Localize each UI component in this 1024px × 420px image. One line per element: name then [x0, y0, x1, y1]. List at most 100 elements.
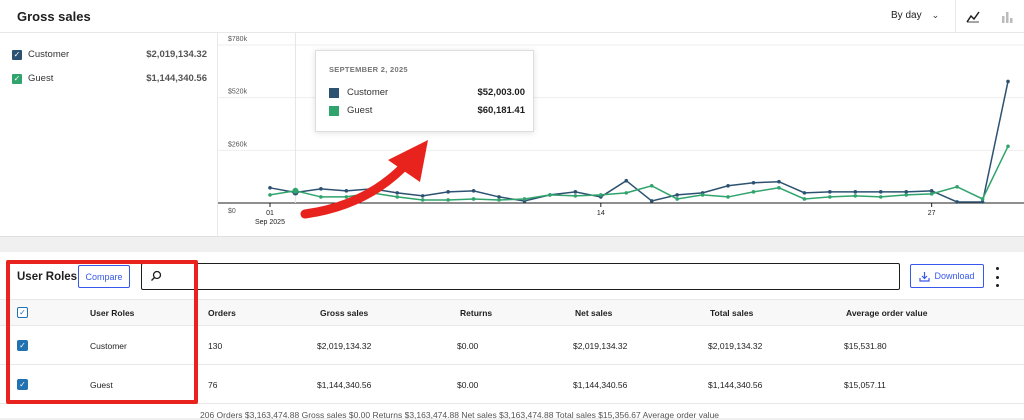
data-point-customer — [497, 195, 501, 199]
chevron-down-icon: ⌄ — [931, 10, 940, 20]
data-point-guest — [1006, 144, 1010, 149]
data-point-customer — [853, 190, 858, 194]
column-header-average-order-value[interactable]: Average order value — [846, 308, 928, 318]
table-toolbar: User Roles Compare Download — [0, 252, 1024, 300]
row-checkbox[interactable]: ✓ — [17, 340, 28, 351]
data-point-guest — [420, 198, 425, 202]
data-point-guest — [802, 197, 807, 201]
column-header-orders[interactable]: Orders — [208, 308, 236, 318]
cell-orders: 76 — [208, 380, 218, 390]
column-header-gross-sales[interactable]: Gross sales — [320, 308, 369, 318]
y-tick-label: $780k — [228, 36, 248, 43]
data-point-customer — [573, 190, 578, 194]
table-row: ✓ Customer 130 $2,019,134.32 $0.00 $2,01… — [0, 326, 1024, 365]
data-point-guest — [700, 193, 705, 197]
compare-button[interactable]: Compare — [78, 265, 130, 288]
legend-checkbox-guest[interactable]: ✓ — [12, 73, 22, 84]
tooltip-value: $52,003.00 — [477, 87, 525, 98]
legend-value: $1,144,340.56 — [146, 73, 207, 84]
search-input[interactable] — [141, 263, 900, 290]
interval-label: By day — [891, 10, 922, 21]
data-point-guest — [548, 193, 552, 197]
data-point-guest — [980, 197, 985, 201]
cell-total-sales: $1,144,340.56 — [708, 380, 763, 390]
data-point-guest — [649, 183, 654, 188]
chart-header: Gross sales By day ⌄ — [0, 0, 1024, 33]
cell-average-order-value: $15,057.11 — [844, 380, 886, 390]
data-point-guest — [344, 195, 349, 199]
data-point-customer — [471, 189, 476, 193]
data-point-guest — [268, 193, 272, 197]
chart-title: Gross sales — [17, 9, 91, 24]
data-point-customer — [420, 194, 425, 198]
y-tick-label: $520k — [228, 89, 248, 96]
data-point-customer — [751, 180, 756, 185]
column-header-returns[interactable]: Returns — [460, 308, 493, 318]
gross-sales-chart-card: Gross sales By day ⌄ ✓ Customer $2,019,1… — [0, 0, 1024, 237]
table-title: User Roles — [17, 271, 78, 283]
data-point-customer — [904, 190, 909, 194]
legend-label: Guest — [28, 73, 54, 84]
search-icon — [151, 270, 162, 281]
data-point-guest — [904, 193, 909, 197]
data-point-customer — [395, 191, 400, 195]
chart-legend: ✓ Customer $2,019,134.32 ✓ Guest $1,144,… — [0, 33, 218, 237]
download-button[interactable]: Download — [910, 264, 984, 288]
data-point-guest — [955, 184, 959, 189]
data-point-customer — [369, 187, 374, 191]
row-checkbox[interactable]: ✓ — [17, 379, 28, 390]
bar-chart-icon — [1002, 11, 1013, 23]
data-point-guest — [471, 197, 476, 201]
cell-total-sales: $2,019,134.32 — [708, 341, 763, 351]
tooltip-value: $60,181.41 — [477, 105, 525, 116]
cell-gross-sales: $2,019,134.32 — [317, 341, 372, 351]
select-all-checkbox[interactable]: ✓ — [17, 307, 28, 318]
data-point-customer — [675, 193, 679, 197]
legend-item-guest[interactable]: ✓ Guest $1,144,340.56 — [12, 73, 207, 84]
data-point-guest — [497, 198, 501, 202]
data-point-guest — [522, 197, 527, 201]
legend-value: $2,019,134.32 — [146, 49, 207, 60]
data-point-guest — [929, 192, 934, 196]
data-point-guest — [878, 195, 883, 199]
data-point-guest — [395, 195, 400, 199]
data-point-guest — [446, 198, 450, 202]
interval-select[interactable]: By day ⌄ — [891, 10, 939, 21]
tooltip-label: Customer — [347, 87, 389, 98]
x-tick-label: 27 — [928, 210, 936, 217]
y-tick-label: $0 — [228, 208, 236, 215]
data-point-customer — [344, 189, 349, 193]
data-point-guest — [828, 195, 832, 199]
x-tick-label: 14 — [597, 210, 605, 217]
table-header: ✓ User Roles Orders Gross sales Returns … — [0, 300, 1024, 326]
legend-checkbox-customer[interactable]: ✓ — [12, 49, 22, 60]
data-point-customer — [878, 190, 883, 194]
tooltip-swatch — [329, 87, 339, 98]
cell-returns: $0.00 — [457, 341, 479, 351]
legend-item-customer[interactable]: ✓ Customer $2,019,134.32 — [12, 49, 207, 60]
data-point-customer — [1006, 79, 1010, 84]
chart-tooltip: SEPTEMBER 2, 2025 Customer $52,003.00 Gu… — [315, 50, 534, 132]
table-row: ✓ Guest 76 $1,144,340.56 $0.00 $1,144,34… — [0, 365, 1024, 404]
data-point-customer — [446, 190, 450, 194]
column-header-net-sales[interactable]: Net sales — [575, 308, 613, 318]
x-tick-label: 01 — [266, 210, 274, 217]
column-header-total-sales[interactable]: Total sales — [710, 308, 754, 318]
data-point-customer — [319, 187, 323, 191]
data-point-guest — [853, 194, 858, 198]
cell-net-sales: $2,019,134.32 — [573, 341, 628, 351]
bar-chart-view-button[interactable] — [990, 0, 1024, 33]
data-point-guest — [624, 191, 629, 195]
line-chart-view-button[interactable] — [956, 0, 990, 33]
data-point-customer — [268, 186, 272, 190]
data-point-guest — [726, 195, 730, 199]
tooltip-row-customer: Customer $52,003.00 — [329, 87, 525, 98]
data-point-customer — [929, 189, 934, 193]
cell-average-order-value: $15,531.80 — [844, 341, 887, 351]
data-point-guest — [599, 193, 603, 197]
more-options-icon[interactable] — [990, 267, 1004, 287]
chart-view-toggle — [955, 0, 1024, 33]
data-point-customer — [955, 200, 959, 204]
column-header-user-roles[interactable]: User Roles — [90, 308, 135, 318]
tooltip-label: Guest — [347, 105, 373, 116]
